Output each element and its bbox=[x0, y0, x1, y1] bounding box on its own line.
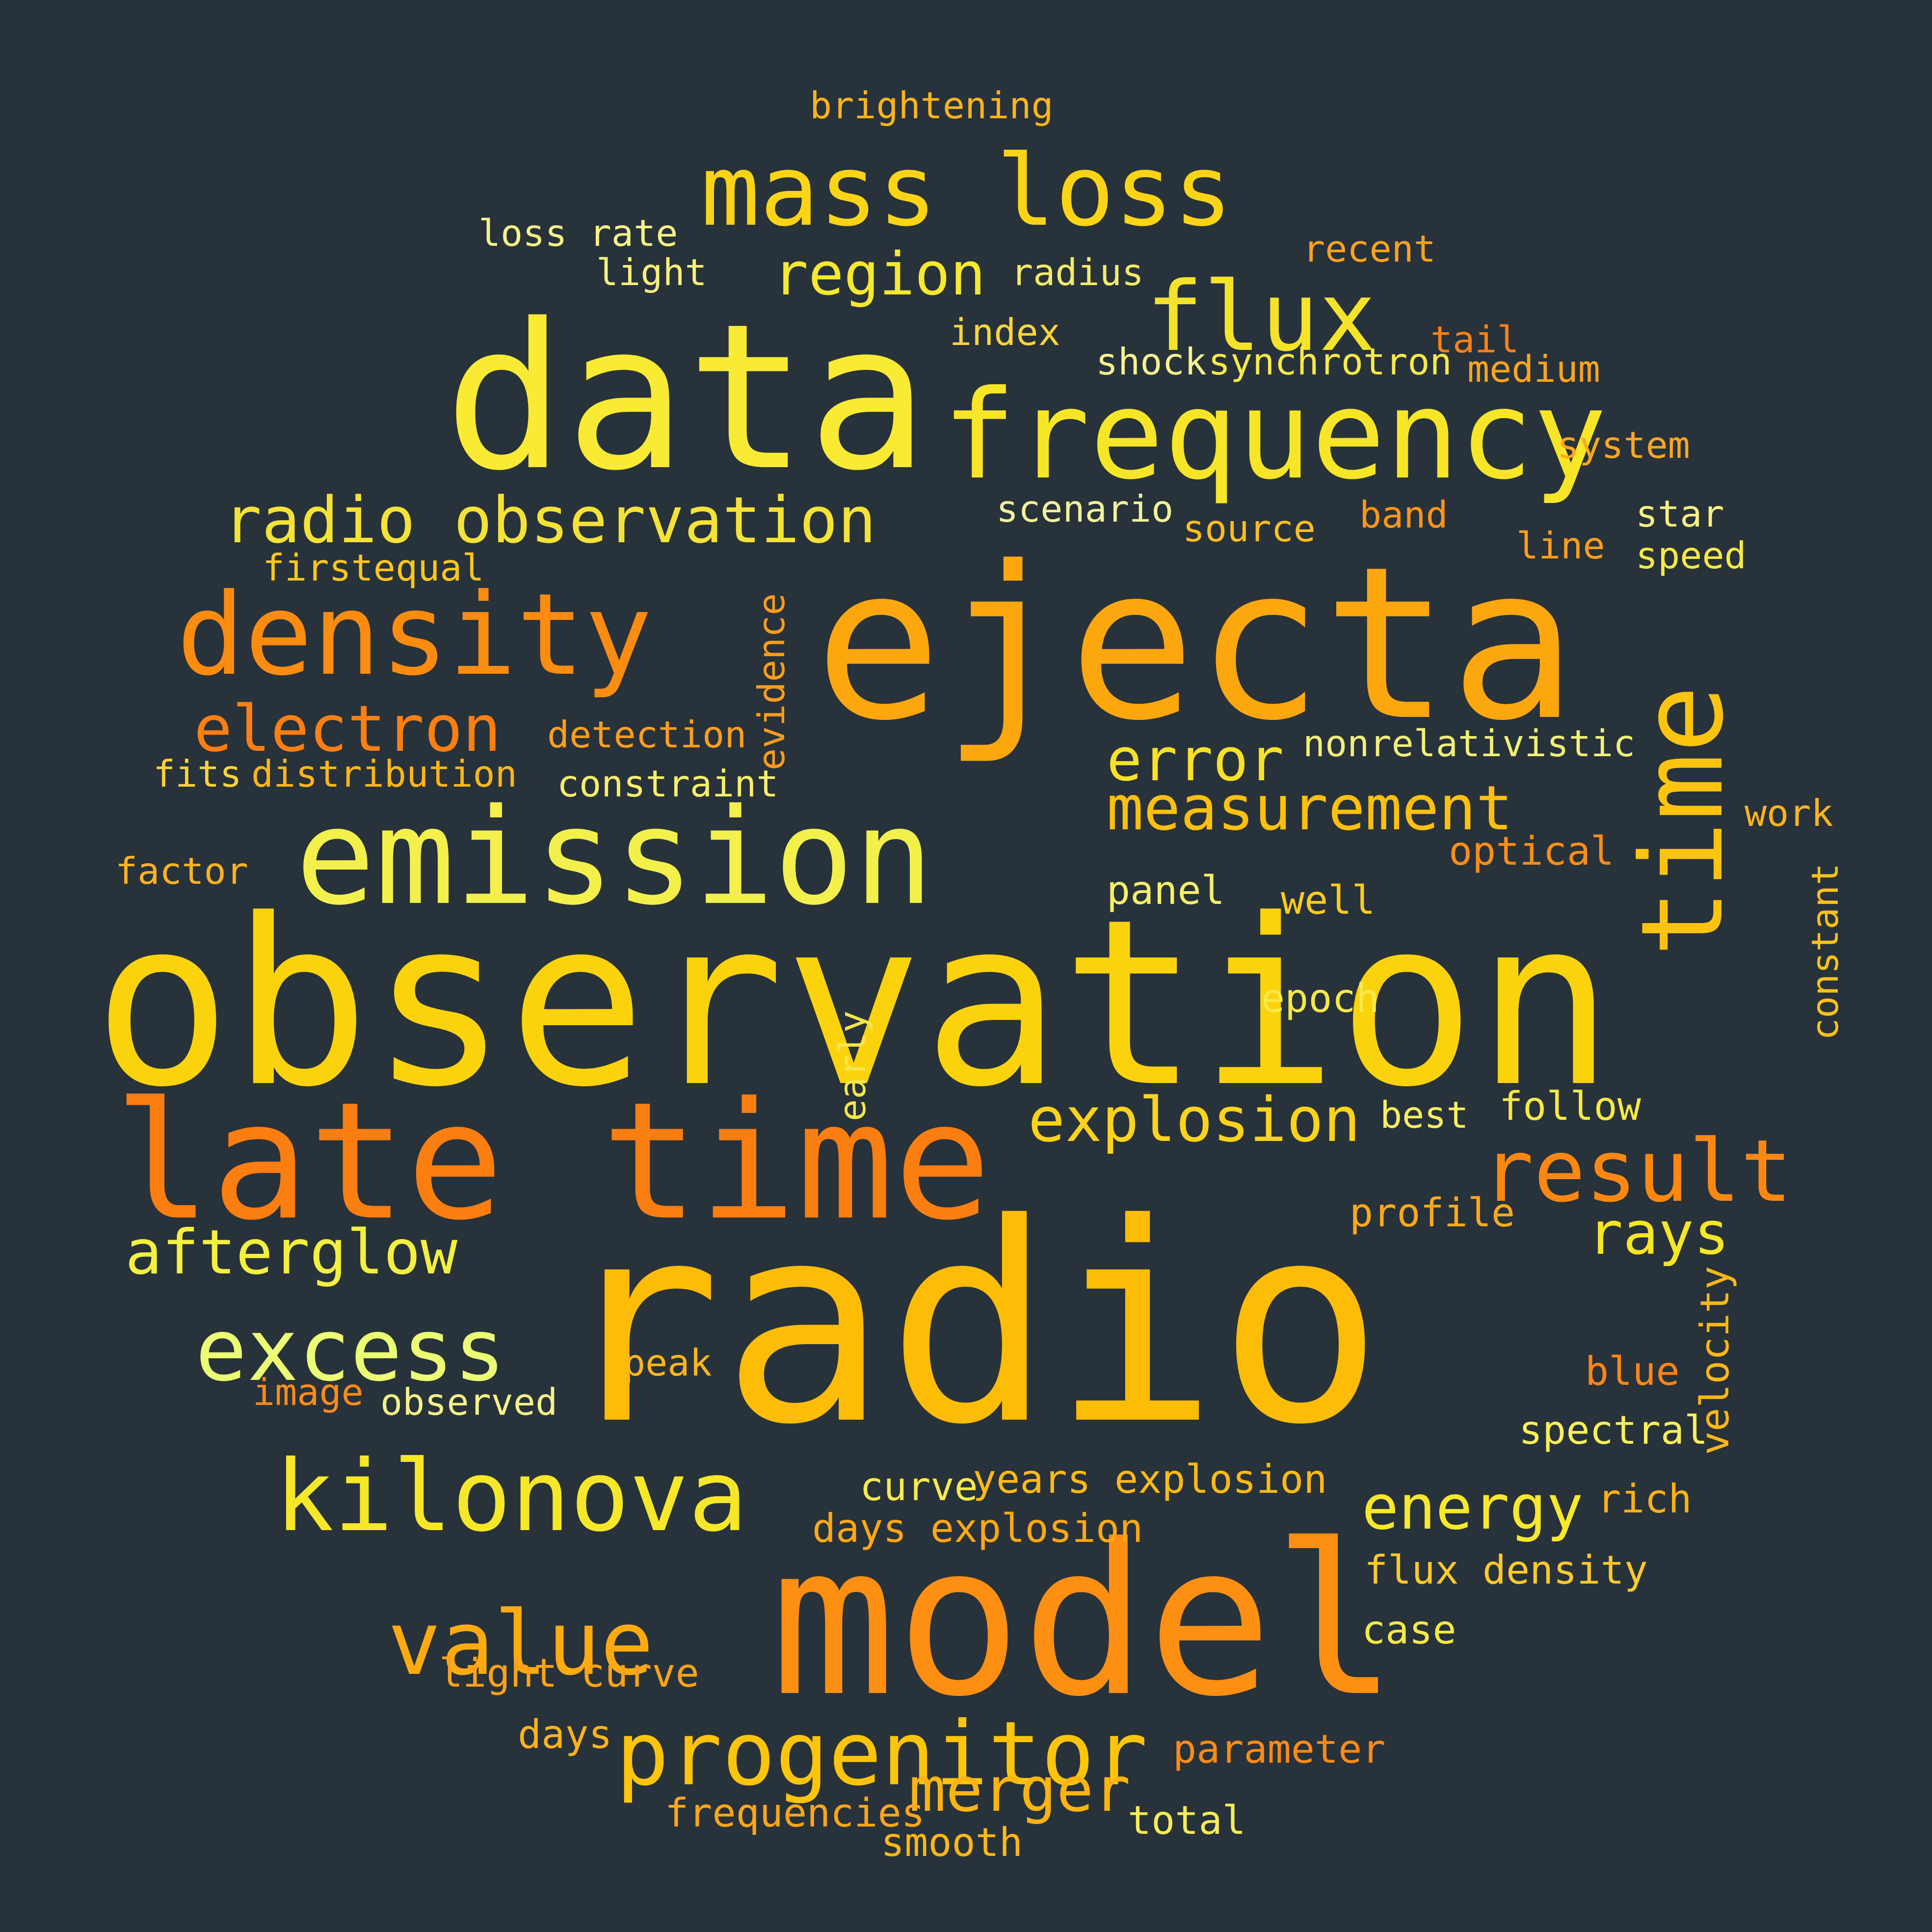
word-data: data bbox=[444, 280, 929, 515]
word-excess: excess bbox=[195, 1301, 506, 1401]
word-flux-density: flux density bbox=[1364, 1547, 1648, 1593]
word-energy: energy bbox=[1362, 1472, 1584, 1543]
word-case: case bbox=[1362, 1607, 1456, 1653]
word-constraint: constraint bbox=[557, 762, 779, 805]
word-peak: peak bbox=[623, 1341, 712, 1384]
word-radius: radius bbox=[1011, 251, 1144, 294]
word-medium: medium bbox=[1467, 347, 1600, 391]
word-well: well bbox=[1281, 877, 1376, 923]
word-line: line bbox=[1516, 524, 1605, 567]
word-shock: shock bbox=[1096, 340, 1207, 383]
word-best: best bbox=[1380, 1093, 1469, 1137]
word-observation: observation bbox=[93, 871, 1614, 1138]
word-radio: radio bbox=[556, 1165, 1383, 1485]
word-index: index bbox=[950, 311, 1060, 354]
word-afterglow: afterglow bbox=[125, 1217, 458, 1288]
word-rays: rays bbox=[1588, 1200, 1729, 1268]
word-nonrelativistic: nonrelativistic bbox=[1303, 722, 1636, 765]
word-spectral: spectral bbox=[1519, 1407, 1708, 1453]
word-region: region bbox=[773, 240, 986, 309]
word-frequency: frequency bbox=[942, 364, 1607, 506]
word-value: value bbox=[388, 1592, 654, 1695]
word-recent: recent bbox=[1303, 227, 1436, 270]
word-late-time: late time bbox=[114, 1067, 992, 1256]
word-measurement: measurement bbox=[1107, 773, 1513, 844]
word-brightening: brightening bbox=[810, 84, 1054, 127]
word-firstequal: firstequal bbox=[263, 546, 484, 589]
word-merger: merger bbox=[909, 1754, 1131, 1826]
word-total: total bbox=[1128, 1798, 1246, 1843]
word-years-explosion: years explosion bbox=[973, 1456, 1327, 1502]
word-explosion: explosion bbox=[1028, 1085, 1361, 1156]
word-synchrotron: synchrotron bbox=[1208, 340, 1452, 383]
word-mass-loss: mass loss bbox=[701, 134, 1233, 248]
word-factor: factor bbox=[115, 849, 248, 893]
word-tail: tail bbox=[1430, 318, 1519, 361]
word-kilonova: kilonova bbox=[275, 1439, 748, 1554]
word-image: image bbox=[253, 1371, 364, 1414]
word-evidence: evidence bbox=[750, 593, 793, 770]
word-rich: rich bbox=[1597, 1476, 1692, 1522]
word-emission: emission bbox=[295, 780, 934, 934]
word-light-curve: light curve bbox=[439, 1650, 699, 1696]
word-flux: flux bbox=[1146, 261, 1376, 372]
word-profile: profile bbox=[1350, 1190, 1515, 1236]
word-system: system bbox=[1557, 423, 1690, 467]
word-progenitor: progenitor bbox=[616, 1703, 1148, 1805]
word-frequencies: frequencies bbox=[665, 1790, 925, 1836]
word-source: source bbox=[1183, 507, 1316, 550]
word-loss-rate: loss rate bbox=[478, 212, 678, 255]
word-epoch: epoch bbox=[1261, 976, 1379, 1021]
word-observed: observed bbox=[380, 1380, 558, 1424]
word-optical: optical bbox=[1449, 828, 1614, 874]
word-error: error bbox=[1107, 726, 1284, 794]
word-blue: blue bbox=[1585, 1349, 1680, 1394]
word-constant: constant bbox=[1803, 863, 1847, 1040]
word-scenario: scenario bbox=[996, 487, 1174, 530]
word-early: early bbox=[831, 1010, 874, 1121]
word-result: result bbox=[1482, 1122, 1793, 1221]
word-ejecta: ejecta bbox=[815, 522, 1577, 767]
word-radio-observation: radio observation bbox=[223, 483, 876, 557]
word-days: days bbox=[518, 1712, 612, 1757]
word-distribution: distribution bbox=[251, 752, 517, 795]
word-velocity: velocity bbox=[1692, 1266, 1738, 1455]
word-follow: follow bbox=[1499, 1084, 1641, 1129]
word-speed: speed bbox=[1636, 534, 1747, 577]
word-parameter: parameter bbox=[1173, 1726, 1386, 1772]
word-panel: panel bbox=[1107, 868, 1225, 913]
word-days-explosion: days explosion bbox=[812, 1506, 1143, 1551]
word-band: band bbox=[1359, 493, 1448, 536]
word-fits: fits bbox=[153, 752, 242, 795]
word-model: model bbox=[770, 1500, 1399, 1743]
word-work: work bbox=[1745, 792, 1833, 835]
word-curve: curve bbox=[860, 1464, 978, 1509]
word-electron: electron bbox=[194, 691, 502, 766]
word-light: light bbox=[596, 251, 707, 294]
word-detection: detection bbox=[547, 713, 747, 756]
word-star: star bbox=[1636, 492, 1724, 535]
word-density: density bbox=[177, 570, 653, 701]
word-smooth: smooth bbox=[881, 1820, 1023, 1865]
word-time: time bbox=[1617, 685, 1748, 957]
